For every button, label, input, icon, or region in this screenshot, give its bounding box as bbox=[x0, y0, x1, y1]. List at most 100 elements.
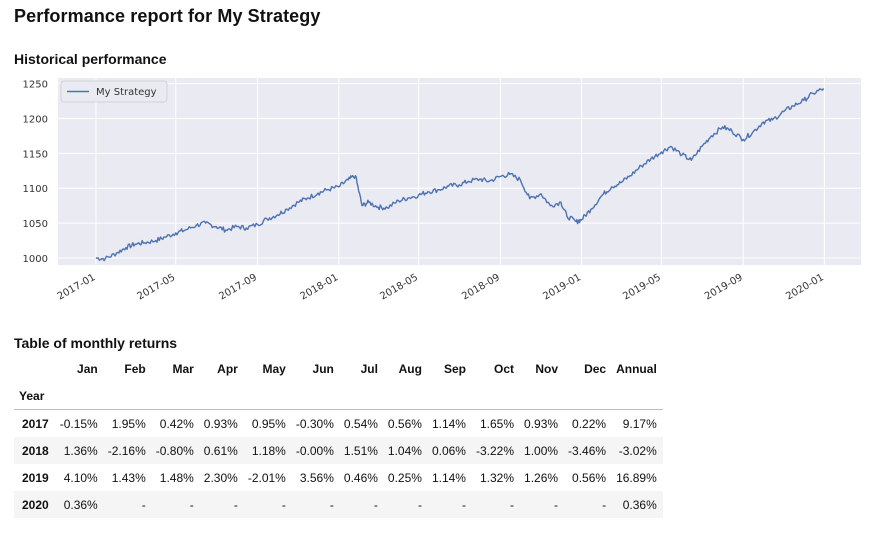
series-layer bbox=[95, 88, 825, 262]
col-header-aug: Aug bbox=[398, 361, 422, 376]
y-tick-label: 1000 bbox=[23, 254, 48, 265]
legend-box bbox=[60, 80, 168, 103]
col-header-sep: Sep bbox=[443, 361, 466, 376]
return-cell: 1.00% bbox=[524, 443, 559, 458]
return-cell: 3.56% bbox=[299, 470, 334, 485]
return-cell: - bbox=[510, 497, 515, 512]
return-cell: 0.36% bbox=[63, 497, 98, 512]
return-cell: 2.30% bbox=[203, 470, 238, 485]
table-row: 2017 -0.15% 1.95% 0.42% 0.93% 0.95% -0.3… bbox=[14, 410, 663, 438]
return-cell: 1.32% bbox=[479, 470, 515, 485]
return-cell: 1.51% bbox=[343, 443, 378, 458]
return-cell: 0.54% bbox=[343, 416, 378, 431]
return-cell: 1.26% bbox=[524, 470, 559, 485]
return-cell: -2.01% bbox=[247, 470, 286, 485]
corner-cell bbox=[14, 355, 55, 382]
y-tick-label: 1100 bbox=[23, 184, 48, 195]
monthly-returns-heading: Table of monthly returns bbox=[14, 335, 178, 351]
return-cell: 1.14% bbox=[431, 470, 466, 485]
row-year: 2019 bbox=[22, 470, 49, 485]
col-header-may: May bbox=[262, 361, 286, 376]
x-tick-label: 2019-01 bbox=[541, 272, 583, 302]
col-header-jun: Jun bbox=[312, 361, 334, 376]
row-year: 2017 bbox=[22, 416, 49, 431]
return-cell: 1.95% bbox=[111, 416, 146, 431]
col-header-annual: Annual bbox=[616, 361, 657, 376]
return-cell: -0.30% bbox=[295, 416, 334, 431]
x-tick-label: 2019-09 bbox=[703, 272, 745, 302]
return-cell: - bbox=[189, 497, 194, 512]
row-year: 2020 bbox=[22, 497, 49, 512]
y-axis-ticks: 1000 1050 1100 1150 1200 1250 bbox=[23, 80, 48, 265]
return-cell: - bbox=[329, 497, 334, 512]
annual-return-cell: -3.02% bbox=[618, 443, 657, 458]
return-cell: 0.95% bbox=[251, 416, 286, 431]
returns-body: 2017 -0.15% 1.95% 0.42% 0.93% 0.95% -0.3… bbox=[14, 410, 663, 518]
col-header-oct: Oct bbox=[494, 361, 515, 376]
col-header-jan: Jan bbox=[77, 361, 98, 376]
return-cell: 1.18% bbox=[251, 443, 286, 458]
return-cell: 0.56% bbox=[387, 416, 422, 431]
return-cell: 1.65% bbox=[479, 416, 515, 431]
page-title: Performance report for My Strategy bbox=[14, 6, 321, 26]
x-tick-label: 2019-05 bbox=[621, 272, 663, 302]
return-cell: -2.16% bbox=[107, 443, 146, 458]
return-cell: -3.46% bbox=[568, 443, 607, 458]
monthly-returns-table: Jan Feb Mar Apr May Jun Jul Aug Sep Oct … bbox=[14, 355, 663, 518]
col-header-nov: Nov bbox=[535, 361, 559, 376]
annual-return-cell: 16.89% bbox=[616, 470, 657, 485]
col-header-apr: Apr bbox=[217, 361, 238, 376]
y-tick-label: 1150 bbox=[23, 149, 48, 160]
return-cell: 0.46% bbox=[343, 470, 378, 485]
table-row: 2019 4.10% 1.43% 1.48% 2.30% -2.01% 3.56… bbox=[14, 464, 663, 491]
table-row: 2018 1.36% -2.16% -0.80% 0.61% 1.18% -0.… bbox=[14, 437, 663, 464]
plot-area bbox=[58, 78, 861, 265]
x-tick-label: 2018-05 bbox=[378, 272, 420, 302]
y-tick-label: 1200 bbox=[23, 114, 48, 125]
return-cell: 0.93% bbox=[524, 416, 559, 431]
return-cell: -3.22% bbox=[475, 443, 515, 458]
chart-legend: My Strategy bbox=[60, 80, 168, 103]
col-header-feb: Feb bbox=[124, 361, 146, 376]
return-cell: 0.56% bbox=[572, 470, 607, 485]
index-header-row: Year bbox=[14, 382, 663, 410]
x-tick-label: 2018-01 bbox=[299, 272, 341, 302]
return-cell: - bbox=[417, 497, 422, 512]
return-cell: 0.93% bbox=[203, 416, 238, 431]
x-tick-label: 2017-01 bbox=[56, 272, 98, 302]
col-header-jul: Jul bbox=[360, 361, 378, 376]
x-tick-label: 2018-09 bbox=[460, 272, 502, 302]
return-cell: 0.42% bbox=[159, 416, 194, 431]
return-cell: 0.06% bbox=[431, 443, 466, 458]
return-cell: 1.04% bbox=[387, 443, 422, 458]
return-cell: 1.48% bbox=[159, 470, 194, 485]
return-cell: 0.61% bbox=[203, 443, 238, 458]
x-axis-ticks: 2017-01 2017-05 2017-09 2018-01 2018-05 2018-… bbox=[56, 272, 826, 302]
return-cell: 0.22% bbox=[572, 416, 607, 431]
return-cell: 0.25% bbox=[387, 470, 422, 485]
return-cell: - bbox=[141, 497, 146, 512]
x-tick-label: 2020-01 bbox=[784, 272, 826, 302]
return-cell: 4.10% bbox=[63, 470, 98, 485]
col-header-dec: Dec bbox=[584, 361, 607, 376]
return-cell: 1.36% bbox=[63, 443, 98, 458]
row-year: 2018 bbox=[22, 443, 49, 458]
return-cell: 1.14% bbox=[431, 416, 466, 431]
y-tick-label: 1250 bbox=[23, 80, 48, 91]
return-cell: - bbox=[461, 497, 466, 512]
x-tick-label: 2017-05 bbox=[136, 272, 178, 302]
historical-performance-heading: Historical performance bbox=[14, 51, 167, 67]
series-line-my-strategy bbox=[95, 88, 825, 262]
annual-return-cell: 9.17% bbox=[622, 416, 657, 431]
month-header-row: Jan Feb Mar Apr May Jun Jul Aug Sep Oct … bbox=[14, 355, 663, 382]
return-cell: 1.43% bbox=[111, 470, 146, 485]
year-index-label: Year bbox=[14, 382, 55, 410]
x-tick-label: 2017-09 bbox=[217, 272, 259, 302]
return-cell: - bbox=[602, 497, 607, 512]
return-cell: -0.80% bbox=[155, 443, 194, 458]
table-row: 2020 0.36% - - - - - - - - - - - 0.36% bbox=[14, 491, 663, 518]
return-cell: -0.15% bbox=[59, 416, 98, 431]
return-cell: -0.00% bbox=[295, 443, 334, 458]
grid-lines bbox=[58, 78, 861, 265]
